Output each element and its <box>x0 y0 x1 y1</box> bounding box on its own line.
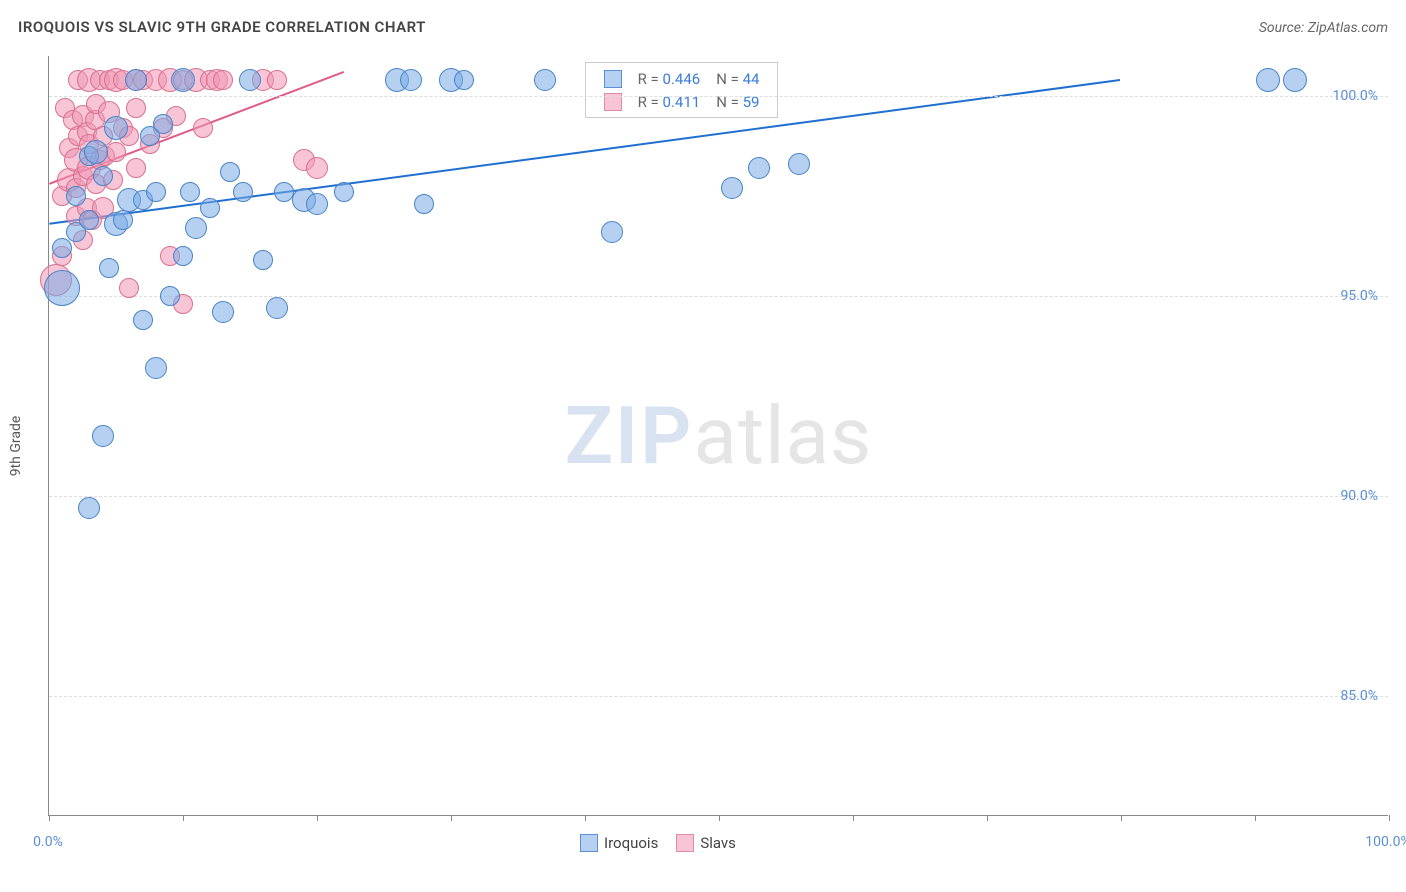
data-point-iroquois <box>1283 68 1307 92</box>
data-point-iroquois <box>44 270 80 306</box>
data-point-iroquois <box>1256 68 1280 92</box>
legend-label-slavs: Slavs <box>700 834 736 852</box>
legend-label-iroquois: Iroquois <box>604 834 658 852</box>
data-point-iroquois <box>274 182 294 202</box>
y-axis-label: 9th Grade <box>8 416 24 477</box>
data-point-iroquois <box>171 68 195 92</box>
data-point-slavs <box>126 98 146 118</box>
n-label: N = <box>716 70 739 88</box>
data-point-iroquois <box>200 198 220 218</box>
x-tick <box>987 815 988 821</box>
trend-lines <box>49 56 1388 815</box>
x-tick <box>719 815 720 821</box>
data-point-iroquois <box>93 166 113 186</box>
r-value-iroquois: 0.446 <box>663 70 701 88</box>
data-point-slavs <box>306 157 328 179</box>
data-point-iroquois <box>104 116 128 140</box>
y-tick-label: 85.0% <box>1340 688 1378 704</box>
data-point-iroquois <box>334 182 354 202</box>
data-point-iroquois <box>173 246 193 266</box>
data-point-iroquois <box>721 177 743 199</box>
data-point-slavs <box>126 158 146 178</box>
data-point-iroquois <box>601 221 623 243</box>
data-point-slavs <box>193 118 213 138</box>
x-tick <box>451 815 452 821</box>
correlation-legend: R = 0.446 N = 44 R = 0.411 N = 59 <box>585 62 779 118</box>
data-point-iroquois <box>220 162 240 182</box>
legend-item-iroquois: Iroquois <box>580 834 658 852</box>
y-tick-label: 100.0% <box>1333 88 1378 104</box>
data-point-iroquois <box>534 69 556 91</box>
data-point-iroquois <box>306 193 328 215</box>
data-point-iroquois <box>133 310 153 330</box>
x-tick <box>49 815 50 821</box>
data-point-iroquois <box>146 182 166 202</box>
source-label: Source: ZipAtlas.com <box>1259 20 1388 36</box>
x-tick <box>183 815 184 821</box>
data-point-iroquois <box>153 114 173 134</box>
y-tick-label: 95.0% <box>1340 288 1378 304</box>
data-point-iroquois <box>400 69 422 91</box>
data-point-iroquois <box>454 70 474 90</box>
scatter-plot: ZIPatlas R = 0.446 N = 44 R = 0.411 N = … <box>48 56 1388 816</box>
data-point-iroquois <box>113 210 133 230</box>
x-tick <box>1389 815 1390 821</box>
slavs-swatch-icon <box>676 834 694 852</box>
data-point-iroquois <box>180 182 200 202</box>
x-tick-label: 0.0% <box>33 834 63 850</box>
data-point-iroquois <box>78 497 100 519</box>
data-point-iroquois <box>125 69 147 91</box>
x-tick <box>1121 815 1122 821</box>
legend-row-slavs: R = 0.411 N = 59 <box>596 90 768 113</box>
data-point-iroquois <box>185 217 207 239</box>
n-value-iroquois: 44 <box>743 70 760 88</box>
x-tick <box>317 815 318 821</box>
data-point-iroquois <box>52 238 72 258</box>
data-point-slavs <box>119 278 139 298</box>
x-tick <box>853 815 854 821</box>
data-point-iroquois <box>266 297 288 319</box>
data-point-iroquois <box>748 157 770 179</box>
x-tick <box>585 815 586 821</box>
data-point-iroquois <box>92 425 114 447</box>
grid-line <box>49 696 1388 697</box>
x-tick-label: 100.0% <box>1365 834 1406 850</box>
data-point-slavs <box>106 142 126 162</box>
chart-title: IROQUOIS VS SLAVIC 9TH GRADE CORRELATION… <box>18 18 426 36</box>
data-point-slavs <box>267 70 287 90</box>
legend-item-slavs: Slavs <box>676 834 736 852</box>
data-point-iroquois <box>145 357 167 379</box>
series-legend: Iroquois Slavs <box>580 834 736 852</box>
iroquois-swatch-icon <box>580 834 598 852</box>
y-tick-label: 90.0% <box>1340 488 1378 504</box>
data-point-iroquois <box>79 210 99 230</box>
x-tick <box>1255 815 1256 821</box>
r-label: R = <box>638 70 659 88</box>
grid-line <box>49 496 1388 497</box>
data-point-iroquois <box>66 186 86 206</box>
watermark-zip: ZIP <box>565 389 694 483</box>
grid-line <box>49 96 1388 97</box>
data-point-iroquois <box>233 182 253 202</box>
legend-row-iroquois: R = 0.446 N = 44 <box>596 67 768 90</box>
data-point-iroquois <box>84 140 108 164</box>
data-point-iroquois <box>239 69 261 91</box>
data-point-iroquois <box>99 258 119 278</box>
data-point-iroquois <box>788 153 810 175</box>
iroquois-swatch <box>604 70 622 88</box>
watermark-atlas: atlas <box>693 389 872 483</box>
data-point-slavs <box>213 70 233 90</box>
data-point-iroquois <box>414 194 434 214</box>
data-point-iroquois <box>253 250 273 270</box>
watermark: ZIPatlas <box>565 389 873 483</box>
data-point-iroquois <box>160 286 180 306</box>
data-point-iroquois <box>212 301 234 323</box>
grid-line <box>49 296 1388 297</box>
